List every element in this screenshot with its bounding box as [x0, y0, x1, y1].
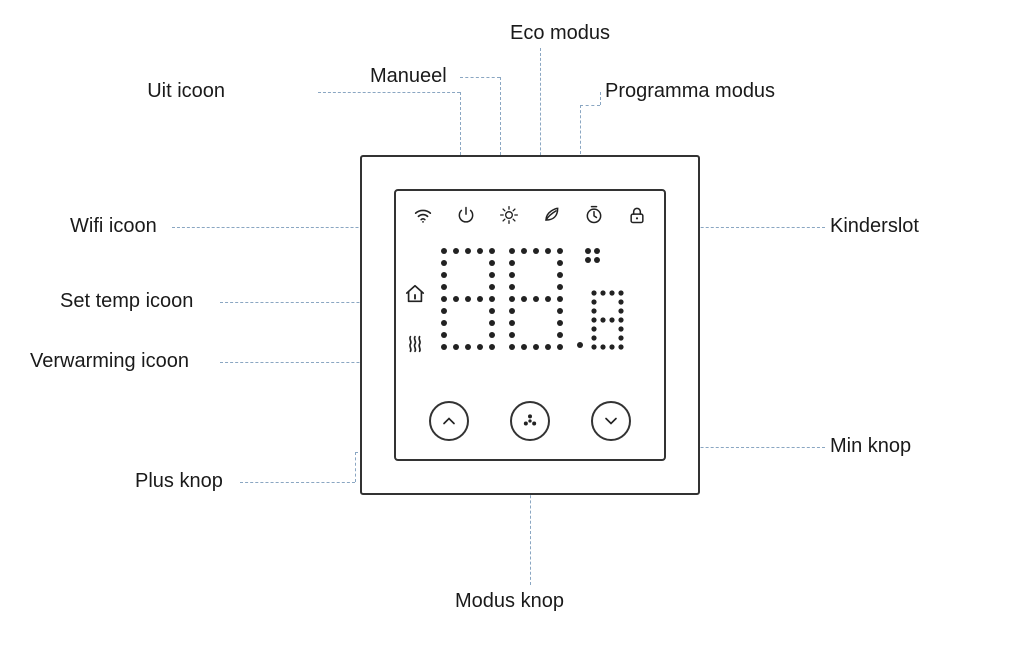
label-uit-icoon: Uit icoon	[147, 80, 225, 103]
mode-button[interactable]	[510, 401, 550, 441]
label-set-temp-icoon: Set temp icoon	[60, 290, 193, 313]
screen-left-icon-col	[404, 283, 428, 357]
leader	[318, 92, 460, 93]
chevron-down-icon	[601, 411, 621, 431]
plus-button[interactable]	[429, 401, 469, 441]
house-temp-icon	[404, 283, 428, 307]
label-manueel: Manueel	[370, 65, 447, 88]
label-verwarming-icoon: Verwarming icoon	[30, 350, 189, 373]
minus-button[interactable]	[591, 401, 631, 441]
leader	[460, 77, 500, 78]
fan-icon	[520, 411, 540, 431]
power-icon	[454, 203, 478, 227]
label-eco-modus: Eco modus	[510, 22, 610, 45]
label-min-knop: Min knop	[830, 435, 911, 458]
leader	[355, 452, 356, 482]
label-kinderslot: Kinderslot	[830, 215, 919, 238]
chevron-up-icon	[439, 411, 459, 431]
leaf-icon	[539, 203, 563, 227]
leader	[580, 105, 600, 106]
heat-waves-icon	[404, 333, 428, 357]
label-plus-knop: Plus knop	[135, 470, 223, 493]
diagram-stage: Uit icoon Manueel Eco modus Programma mo…	[0, 0, 1011, 652]
thermostat-device	[360, 155, 700, 495]
label-modus-knop: Modus knop	[455, 590, 564, 613]
segment-display	[438, 245, 648, 365]
label-programma-modus: Programma modus	[605, 80, 775, 103]
leader	[530, 480, 531, 585]
wifi-icon	[411, 203, 435, 227]
thermostat-screen	[394, 189, 666, 461]
leader	[600, 92, 601, 105]
sun-icon	[497, 203, 521, 227]
lock-icon	[625, 203, 649, 227]
leader	[240, 482, 355, 483]
timer-icon	[582, 203, 606, 227]
screen-button-row	[396, 397, 664, 445]
screen-top-icon-row	[396, 201, 664, 229]
label-wifi-icoon: Wifi icoon	[70, 215, 157, 238]
